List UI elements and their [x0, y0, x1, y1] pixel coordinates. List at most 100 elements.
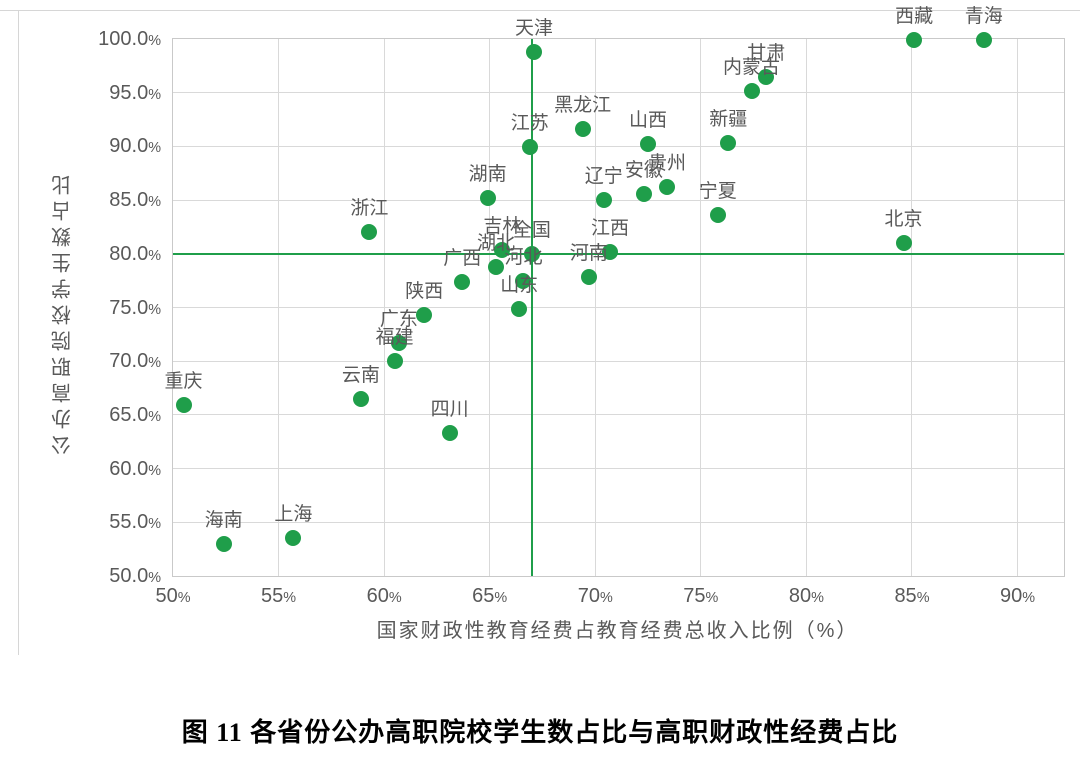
- v-gridline: [911, 39, 913, 576]
- data-point-宁夏: [709, 207, 726, 224]
- data-point-河南: [580, 269, 597, 286]
- data-point-label-海南: 海南: [204, 509, 243, 531]
- data-point-山东: [511, 300, 528, 317]
- x-tick-label: 60%: [366, 585, 402, 607]
- data-point-label-安徽: 安徽: [624, 159, 663, 181]
- data-point-label-江苏: 江苏: [510, 113, 549, 135]
- data-point-广西: [454, 273, 471, 290]
- x-tick-label: 70%: [577, 585, 613, 607]
- data-point-label-湖南: 湖南: [468, 163, 507, 185]
- data-point-黑龙江: [574, 121, 591, 138]
- v-gridline: [1017, 39, 1019, 576]
- v-gridline: [594, 39, 596, 576]
- data-point-北京: [895, 235, 912, 252]
- x-tick-label: 55%: [261, 585, 297, 607]
- h-gridline: [173, 145, 1064, 147]
- reference-line-horizontal: [173, 252, 1064, 255]
- data-point-河北: [515, 272, 532, 289]
- data-point-label-北京: 北京: [884, 209, 923, 231]
- y-tick-label: 70.0%: [109, 350, 161, 373]
- v-gridline: [805, 39, 807, 576]
- h-gridline: [173, 360, 1064, 362]
- data-point-陕西: [416, 307, 433, 324]
- h-gridline: [173, 468, 1064, 470]
- y-tick-label: 65.0%: [109, 403, 161, 426]
- y-tick-label: 75.0%: [109, 296, 161, 319]
- x-tick-label: 50%: [155, 585, 191, 607]
- data-point-江苏: [521, 139, 538, 156]
- data-point-label-上海: 上海: [274, 504, 313, 526]
- data-point-label-全国: 全国: [512, 219, 551, 241]
- data-point-天津: [526, 43, 543, 60]
- y-tick-label: 85.0%: [109, 189, 161, 212]
- reference-line-vertical: [530, 39, 533, 576]
- y-tick-label: 60.0%: [109, 457, 161, 480]
- x-tick-label: 90%: [1000, 585, 1036, 607]
- data-point-label-贵州: 贵州: [648, 153, 687, 175]
- x-tick-label: 75%: [683, 585, 719, 607]
- data-point-label-江西: 江西: [591, 217, 630, 239]
- data-point-辽宁: [595, 192, 612, 209]
- data-point-西藏: [906, 32, 923, 49]
- data-point-label-内蒙古: 内蒙古: [723, 56, 781, 78]
- v-gridline: [383, 39, 385, 576]
- data-point-label-福建: 福建: [375, 327, 414, 349]
- v-gridline: [700, 39, 702, 576]
- data-point-吉林: [494, 241, 511, 258]
- data-point-湖南: [479, 189, 496, 206]
- data-point-江西: [602, 243, 619, 260]
- h-gridline: [173, 521, 1064, 523]
- data-point-label-宁夏: 宁夏: [698, 181, 737, 203]
- y-tick-label: 90.0%: [109, 135, 161, 158]
- data-point-label-山东: 山东: [500, 274, 539, 296]
- data-point-label-广西: 广西: [443, 247, 482, 269]
- data-point-贵州: [659, 179, 676, 196]
- data-point-山西: [640, 136, 657, 153]
- page-border-left: [18, 10, 19, 655]
- data-point-云南: [352, 390, 369, 407]
- data-point-label-新疆: 新疆: [709, 109, 748, 131]
- figure-caption: 图 11 各省份公办高职院校学生数占比与高职财政性经费占比: [181, 718, 899, 747]
- x-axis-title: 国家财政性教育经费占教育经费总收入比例（%）: [376, 620, 859, 642]
- y-tick-label: 55.0%: [109, 511, 161, 534]
- v-gridline: [278, 39, 280, 576]
- data-point-label-湖北: 湖北: [477, 232, 516, 254]
- data-point-label-天津: 天津: [515, 17, 554, 39]
- data-point-label-陕西: 陕西: [405, 281, 444, 303]
- y-tick-label: 95.0%: [109, 81, 161, 104]
- data-point-label-山西: 山西: [629, 110, 668, 132]
- data-point-label-云南: 云南: [341, 364, 380, 386]
- data-point-label-河南: 河南: [569, 243, 608, 265]
- data-point-label-西藏: 西藏: [895, 6, 934, 28]
- data-point-label-黑龙江: 黑龙江: [554, 95, 612, 117]
- data-point-新疆: [720, 135, 737, 152]
- data-point-四川: [441, 425, 458, 442]
- data-point-label-吉林: 吉林: [483, 215, 522, 237]
- data-point-青海: [975, 32, 992, 49]
- data-point-全国: [523, 245, 540, 262]
- data-point-内蒙古: [743, 82, 760, 99]
- data-point-label-青海: 青海: [964, 6, 1003, 28]
- v-gridline: [489, 39, 491, 576]
- data-point-label-四川: 四川: [430, 399, 469, 421]
- data-point-湖北: [488, 258, 505, 275]
- x-tick-label: 65%: [472, 585, 508, 607]
- h-gridline: [173, 92, 1064, 94]
- data-point-广东: [390, 334, 407, 351]
- data-point-label-浙江: 浙江: [350, 198, 389, 220]
- h-gridline: [173, 199, 1064, 201]
- data-point-label-河北: 河北: [504, 246, 543, 268]
- data-point-label-甘肃: 甘肃: [747, 42, 786, 64]
- data-point-福建: [386, 353, 403, 370]
- data-point-甘肃: [758, 68, 775, 85]
- data-point-浙江: [361, 224, 378, 241]
- x-tick-label: 80%: [788, 585, 824, 607]
- data-point-海南: [215, 535, 232, 552]
- data-point-label-广东: 广东: [379, 308, 418, 330]
- data-point-label-辽宁: 辽宁: [584, 166, 623, 188]
- h-gridline: [173, 307, 1064, 308]
- page-border-top: [0, 10, 1080, 11]
- y-tick-label: 80.0%: [109, 242, 161, 265]
- scatter-plot-area: 100.0% 95.0% 90.0% 85.0% 80.0% 75.0% 70.0% 65.0…: [98, 7, 1065, 607]
- h-gridline: [173, 414, 1064, 416]
